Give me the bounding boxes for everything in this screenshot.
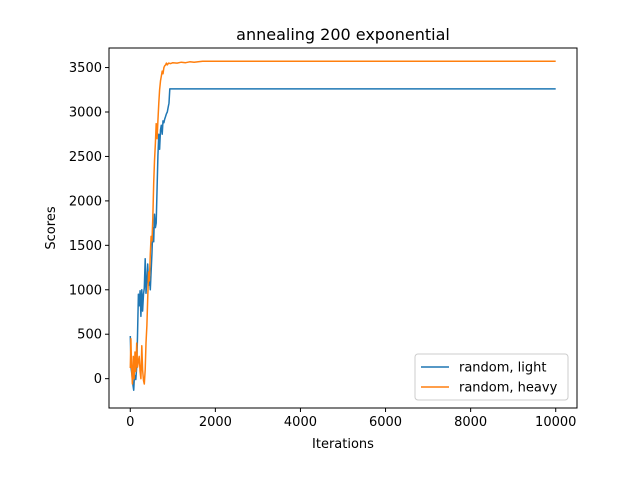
legend-box <box>414 353 569 401</box>
x-tick-label: 4000 <box>284 415 317 430</box>
y-tick-label: 500 <box>77 328 102 343</box>
series-line-0 <box>129 88 556 391</box>
y-tick-label: 0 <box>94 372 102 387</box>
y-tick-label: 2500 <box>69 150 102 165</box>
x-tick-label: 6000 <box>369 415 402 430</box>
x-tick-label: 10000 <box>535 415 576 430</box>
x-tick-label: 8000 <box>454 415 487 430</box>
y-axis-label: Scores <box>44 206 59 249</box>
y-tick-label: 2000 <box>69 194 102 209</box>
y-axis: 0 500 1000 1500 2000 2500 3000 3500 <box>69 61 109 387</box>
series-layer <box>129 60 556 391</box>
series-line-1 <box>129 60 556 385</box>
y-tick-label: 3500 <box>69 61 102 76</box>
y-tick-label: 1000 <box>69 283 102 298</box>
legend-label-1: random, heavy <box>459 381 558 396</box>
y-tick-label: 3000 <box>69 106 102 121</box>
x-tick-label: 0 <box>126 415 134 430</box>
x-axis-label: Iterations <box>312 437 374 452</box>
legend-label-0: random, light <box>459 361 547 376</box>
chart-title: annealing 200 exponential <box>236 25 450 44</box>
y-tick-label: 1500 <box>69 239 102 254</box>
legend: random, light random, heavy <box>414 353 569 401</box>
plot-frame <box>108 47 578 409</box>
x-axis: 0 2000 4000 6000 8000 10000 <box>126 408 576 430</box>
x-tick-label: 2000 <box>199 415 232 430</box>
